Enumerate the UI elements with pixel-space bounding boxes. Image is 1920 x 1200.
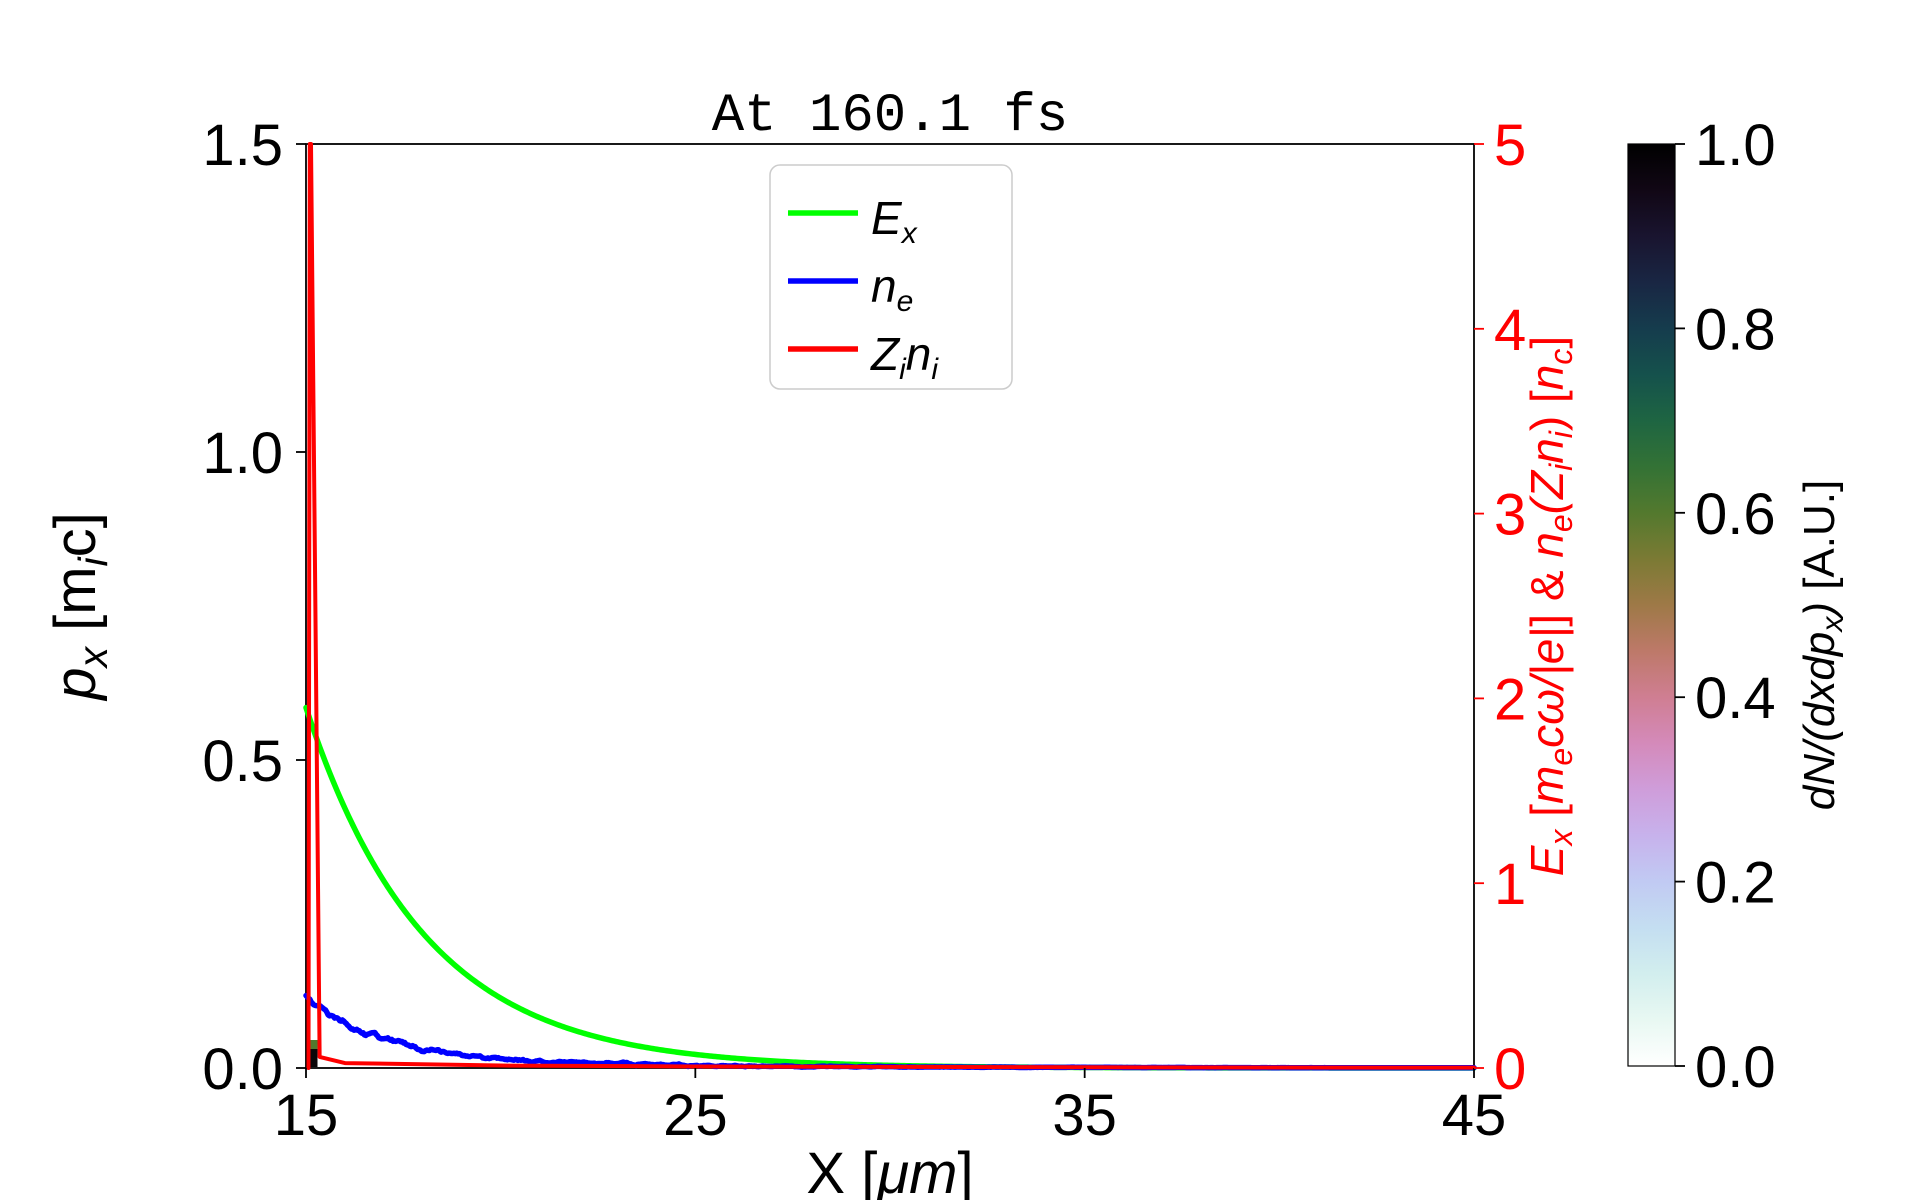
- svg-text:Ex [mecω/|e|] & ne(Zini) [n: Ex [mecω/|e|] & ne(Zini) [nc]: [1521, 336, 1579, 876]
- svg-text:15: 15: [274, 1083, 339, 1148]
- svg-text:1.0: 1.0: [1695, 113, 1776, 178]
- svg-text:At 160.1 fs: At 160.1 fs: [712, 86, 1068, 147]
- svg-text:0.6: 0.6: [1695, 482, 1776, 547]
- svg-text:0.8: 0.8: [1695, 297, 1776, 362]
- svg-text:1.5: 1.5: [202, 113, 283, 178]
- svg-text:1.0: 1.0: [202, 421, 283, 486]
- svg-text:dN/(dxdpx) [A.U.]: dN/(dxdpx) [A.U.]: [1795, 480, 1849, 810]
- svg-text:35: 35: [1052, 1083, 1117, 1148]
- svg-text:px [mic]: px [mic]: [43, 512, 116, 702]
- svg-text:0.0: 0.0: [1695, 1035, 1776, 1100]
- svg-text:25: 25: [663, 1083, 728, 1148]
- svg-text:0: 0: [1494, 1037, 1526, 1102]
- svg-text:4: 4: [1494, 298, 1526, 363]
- svg-text:0.4: 0.4: [1695, 666, 1776, 731]
- svg-text:0.2: 0.2: [1695, 851, 1776, 916]
- svg-text:5: 5: [1494, 113, 1526, 178]
- svg-text:X [μm]: X [μm]: [806, 1141, 973, 1200]
- svg-text:0.0: 0.0: [202, 1037, 283, 1102]
- svg-text:0.5: 0.5: [202, 729, 283, 794]
